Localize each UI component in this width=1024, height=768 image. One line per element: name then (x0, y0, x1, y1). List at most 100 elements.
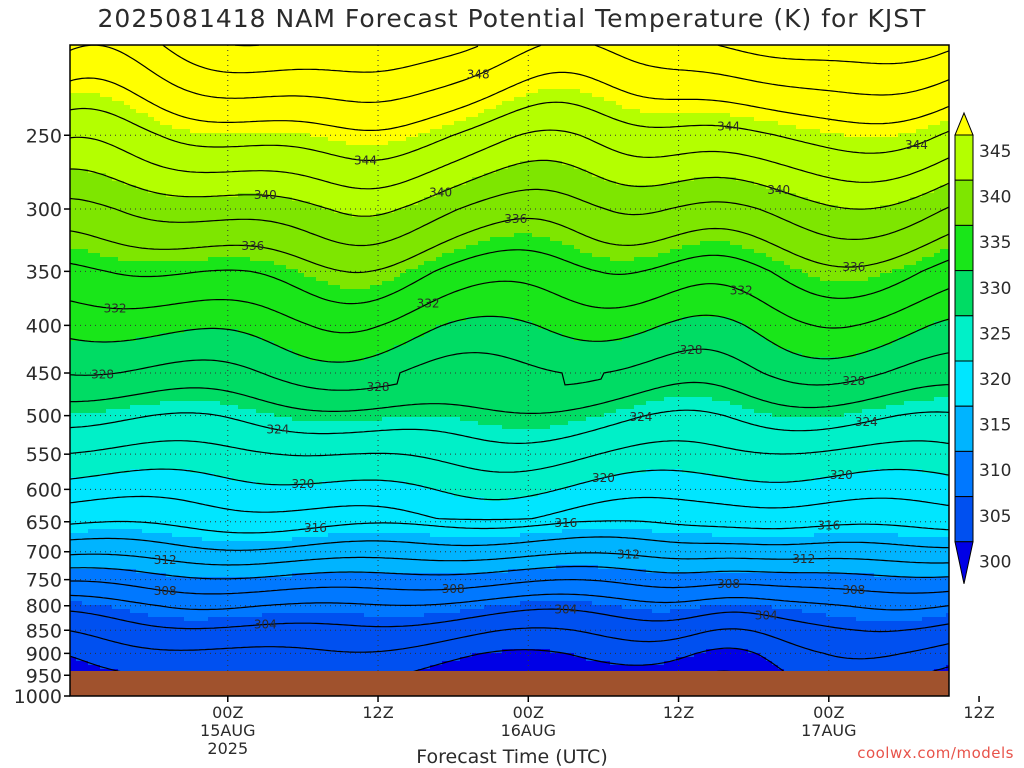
fill-cell (172, 537, 179, 542)
fill-cell (250, 425, 257, 430)
fill-cell (160, 81, 167, 86)
fill-cell (142, 153, 149, 158)
fill-cell (232, 101, 239, 106)
fill-cell (136, 329, 143, 334)
fill-cell (244, 349, 251, 354)
fill-cell (154, 405, 161, 410)
fill-cell (178, 617, 185, 622)
fill-cell (136, 129, 143, 134)
fill-cell (142, 293, 149, 298)
fill-cell (118, 269, 125, 274)
fill-cell (112, 169, 119, 174)
fill-cell (88, 261, 95, 266)
fill-cell (202, 129, 209, 134)
fill-cell (226, 433, 233, 438)
fill-cell (172, 313, 179, 318)
fill-cell (196, 437, 203, 442)
fill-cell (88, 209, 95, 214)
fill-cell (148, 357, 155, 362)
fill-cell (88, 141, 95, 146)
fill-cell (100, 545, 107, 550)
fill-cell (184, 161, 191, 166)
fill-cell (208, 533, 215, 538)
fill-cell (148, 257, 155, 262)
fill-cell (88, 505, 95, 510)
fill-cell (244, 189, 251, 194)
fill-cell (70, 665, 77, 670)
fill-cell (88, 557, 95, 562)
fill-cell (118, 465, 125, 470)
fill-cell (112, 593, 119, 598)
fill-cell (208, 417, 215, 422)
fill-cell (148, 57, 155, 62)
fill-cell (202, 617, 209, 622)
fill-cell (76, 369, 83, 374)
fill-cell (214, 405, 221, 410)
fill-cell (160, 665, 167, 670)
fill-cell (94, 81, 101, 86)
fill-cell (124, 189, 131, 194)
fill-cell (118, 65, 125, 70)
fill-cell (160, 173, 167, 178)
fill-cell (184, 637, 191, 642)
fill-cell (148, 297, 155, 302)
fill-cell (184, 633, 191, 638)
fill-cell (112, 385, 119, 390)
fill-cell (88, 145, 95, 150)
fill-cell (202, 373, 209, 378)
fill-cell (154, 57, 161, 62)
fill-cell (136, 225, 143, 230)
fill-cell (244, 425, 251, 430)
fill-cell (208, 553, 215, 558)
fill-cell (244, 49, 251, 54)
fill-cell (172, 173, 179, 178)
fill-cell (232, 585, 239, 590)
fill-cell (238, 397, 245, 402)
fill-cell (208, 617, 215, 622)
fill-cell (118, 73, 125, 78)
fill-cell (118, 57, 125, 62)
fill-cell (172, 145, 179, 150)
fill-cell (184, 289, 191, 294)
fill-cell (250, 313, 257, 318)
fill-cell (106, 73, 113, 78)
fill-cell (166, 601, 173, 606)
fill-cell (208, 229, 215, 234)
fill-cell (244, 65, 251, 70)
fill-cell (226, 665, 233, 670)
fill-cell (82, 241, 89, 246)
fill-cell (118, 365, 125, 370)
fill-cell (244, 473, 251, 478)
fill-cell (100, 85, 107, 90)
fill-cell (220, 449, 227, 454)
fill-cell (106, 457, 113, 462)
fill-cell (94, 493, 101, 498)
fill-cell (130, 101, 137, 106)
fill-cell (190, 65, 197, 70)
fill-cell (196, 57, 203, 62)
fill-cell (220, 277, 227, 282)
fill-cell (136, 257, 143, 262)
fill-cell (100, 593, 107, 598)
fill-cell (202, 73, 209, 78)
fill-cell (82, 349, 89, 354)
fill-cell (82, 505, 89, 510)
fill-cell (190, 433, 197, 438)
fill-cell (76, 161, 83, 166)
fill-cell (160, 185, 167, 190)
fill-cell (178, 281, 185, 286)
fill-cell (160, 601, 167, 606)
fill-cell (160, 545, 167, 550)
fill-cell (214, 273, 221, 278)
fill-cell (82, 245, 89, 250)
fill-cell (208, 361, 215, 366)
fill-cell (214, 89, 221, 94)
fill-cell (136, 193, 143, 198)
fill-cell (82, 305, 89, 310)
fill-cell (94, 649, 101, 654)
fill-cell (142, 573, 149, 578)
fill-cell (178, 241, 185, 246)
fill-cell (130, 253, 137, 258)
fill-cell (70, 201, 77, 206)
fill-cell (118, 389, 125, 394)
